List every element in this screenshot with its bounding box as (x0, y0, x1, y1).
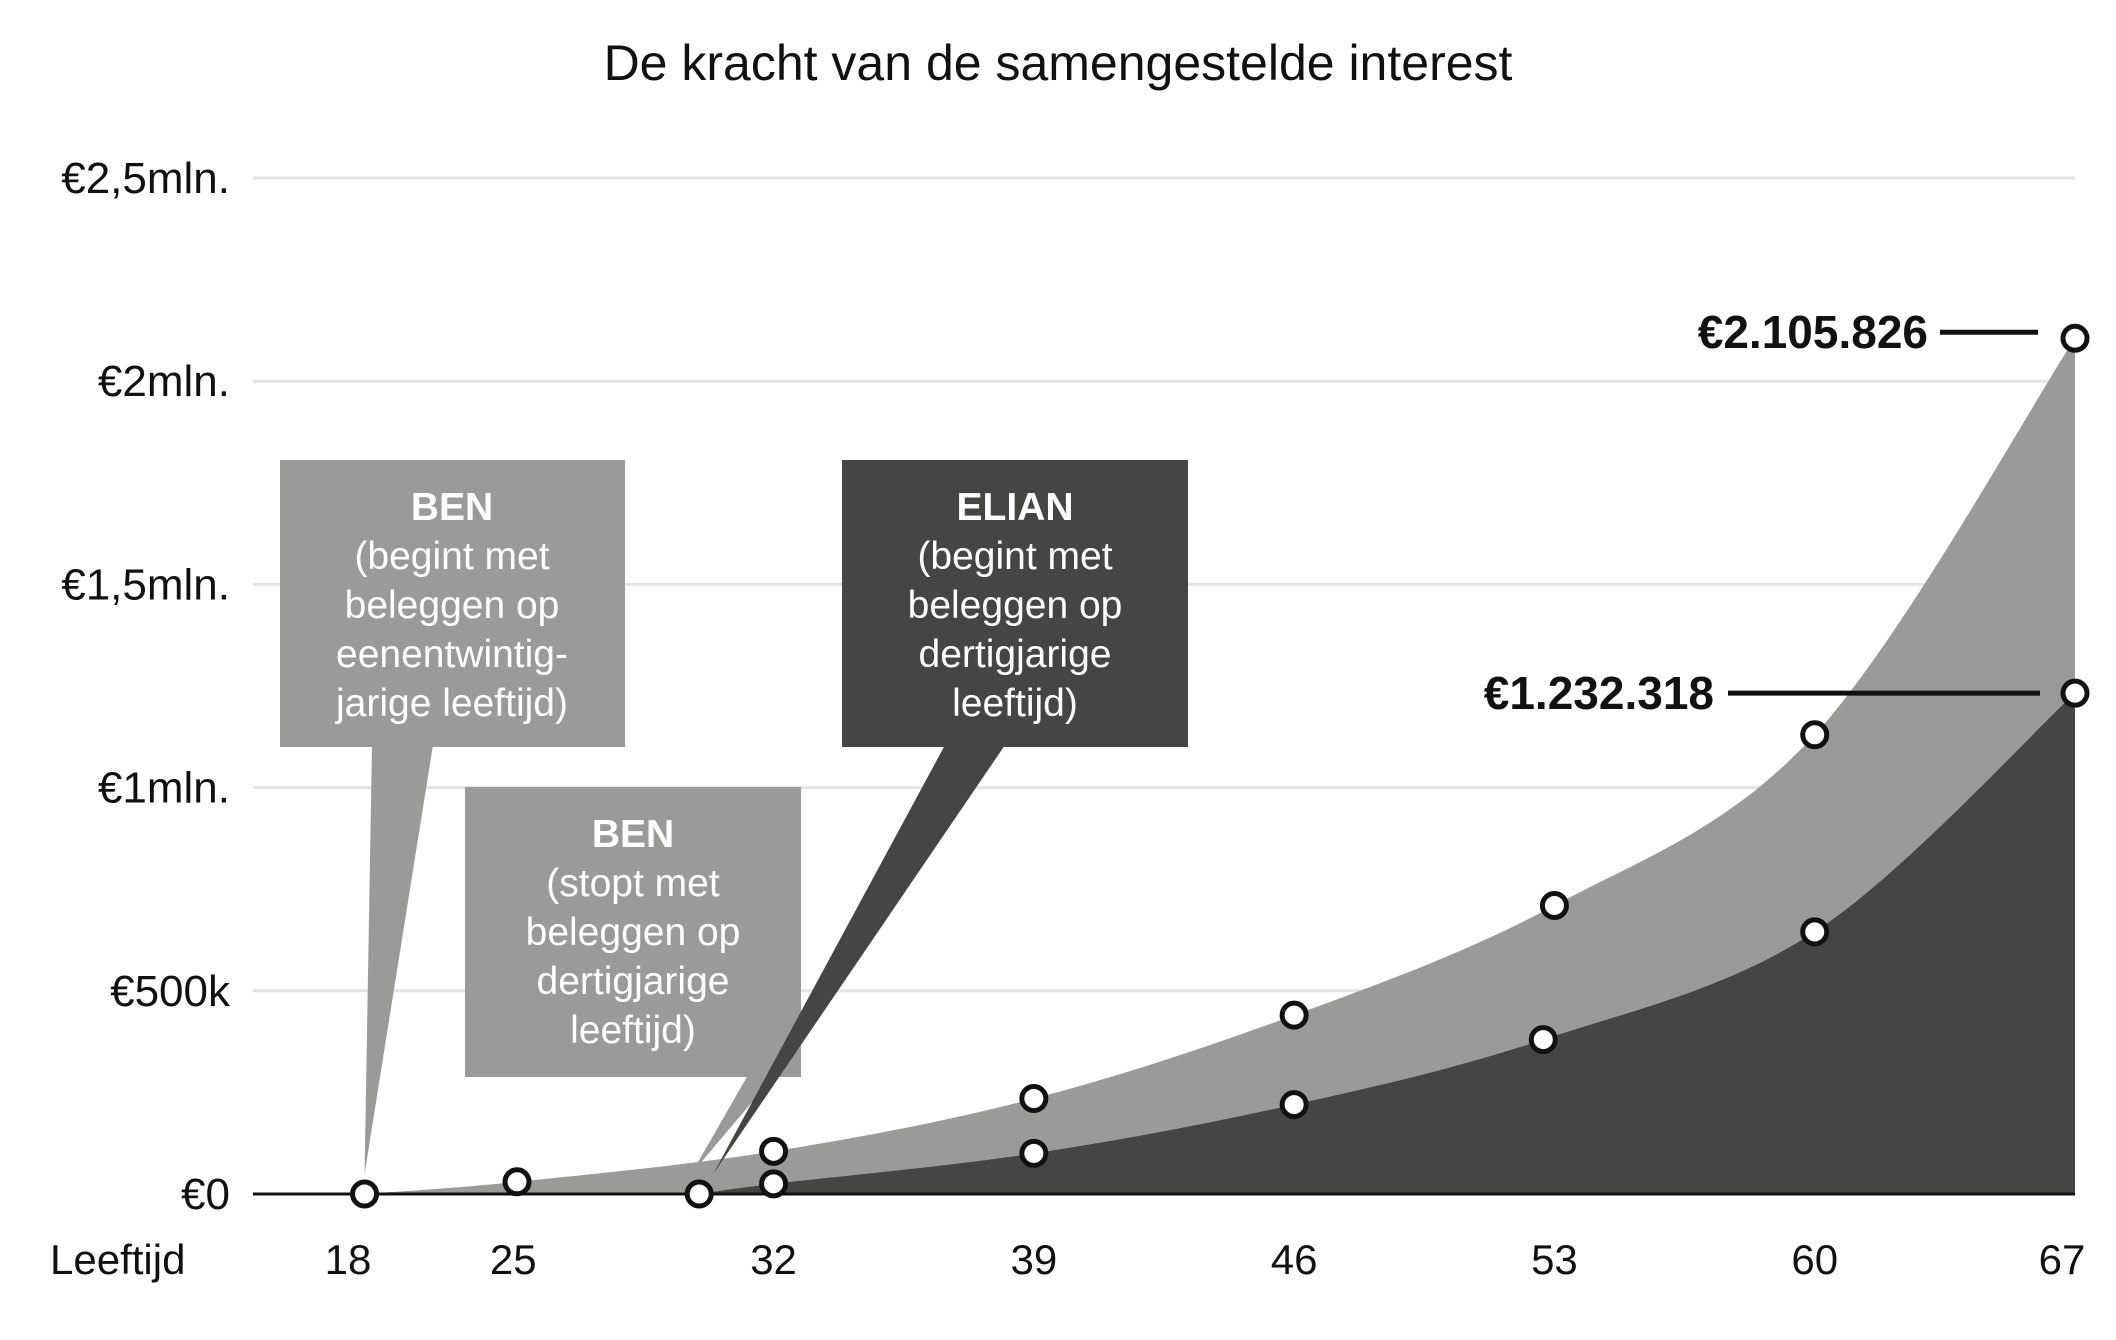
end-value-label: €2.105.826 (1698, 306, 1928, 358)
callout-line: beleggen op (345, 584, 560, 627)
data-point-ben (350, 1179, 380, 1209)
callout-line: leeftijd) (570, 1009, 696, 1052)
callout-title: ELIAN (957, 486, 1074, 529)
callouts: BEN (begint met beleggen op eenentwintig-ja… (280, 460, 1188, 1174)
y-tick-label: €2,5mln. (61, 154, 230, 203)
callout-title: BEN (411, 486, 493, 529)
callout-line: (begint met (917, 535, 1112, 578)
callout-box (842, 460, 1188, 747)
callout-line: (stopt met (546, 862, 720, 905)
y-tick-label: €1,5mln. (61, 560, 230, 609)
data-point-elian (1800, 917, 1830, 947)
callout-pointer (713, 745, 1005, 1174)
x-tick-label: 67 (2039, 1236, 2086, 1283)
x-tick-label: 18 (325, 1236, 372, 1283)
callout-box (280, 460, 625, 747)
x-tick-label: 60 (1791, 1236, 1838, 1283)
data-point-elian (1279, 1090, 1309, 1120)
y-tick-label: €2mln. (98, 357, 230, 406)
callout-line: jarige leeftijd) (335, 682, 568, 725)
callout-line: (begint met (354, 535, 549, 578)
y-tick-label: €1mln. (98, 764, 230, 813)
x-tick-label: 32 (750, 1236, 797, 1283)
x-tick-label: 39 (1010, 1236, 1057, 1283)
chart-title: De kracht van de samengestelde interest (603, 35, 1513, 91)
data-point-elian (1019, 1138, 1049, 1168)
area-series (364, 338, 2075, 1194)
callout-ben-1: BEN (begint met beleggen op eenentwintig-ja… (280, 460, 625, 1174)
x-tick-label: 53 (1531, 1236, 1578, 1283)
data-point-ben (2060, 323, 2090, 353)
data-point-ben (502, 1167, 532, 1197)
area-elian (699, 693, 2075, 1194)
data-point-ben (1800, 720, 1830, 750)
callout-line: eenentwintig- (336, 633, 568, 676)
x-tick-label: 46 (1271, 1236, 1318, 1283)
data-point-ben (759, 1136, 789, 1166)
data-point-elian (1528, 1025, 1558, 1055)
callout-line: dertigjarige (919, 633, 1112, 676)
callout-line: leeftijd) (952, 682, 1078, 725)
data-point-elian (2060, 678, 2090, 708)
end-value-labels: €2.105.826 €1.232.318 (1484, 306, 2040, 719)
area-ben (364, 338, 2075, 1194)
y-tick-label: €500k (110, 967, 231, 1016)
end-value-label: €1.232.318 (1484, 667, 1714, 719)
callout-ben-2: BEN (stopt met beleggen op dertigjarige leef… (465, 787, 801, 1174)
data-point-elian (759, 1169, 789, 1199)
callout-pointer (364, 745, 433, 1174)
callout-elian-3: ELIAN (begint met beleggen op dertigjarige l… (713, 460, 1188, 1174)
x-tick-label: 25 (490, 1236, 537, 1283)
callout-title: BEN (592, 813, 674, 856)
callout-line: beleggen op (526, 911, 741, 954)
data-point-ben (1539, 890, 1569, 920)
data-point-elian (684, 1179, 714, 1209)
callout-line: beleggen op (908, 584, 1123, 627)
x-axis-label: Leeftijd (50, 1236, 185, 1283)
data-point-ben (1019, 1083, 1049, 1113)
data-points (350, 323, 2090, 1209)
tick-labels: €0 €500k €1mln. €1,5mln. €2mln. €2,5mln. Leeft… (50, 154, 2085, 1283)
callout-box (465, 787, 801, 1077)
y-tick-label: €0 (181, 1170, 230, 1219)
callout-line: dertigjarige (537, 960, 730, 1003)
data-point-ben (1279, 1000, 1309, 1030)
